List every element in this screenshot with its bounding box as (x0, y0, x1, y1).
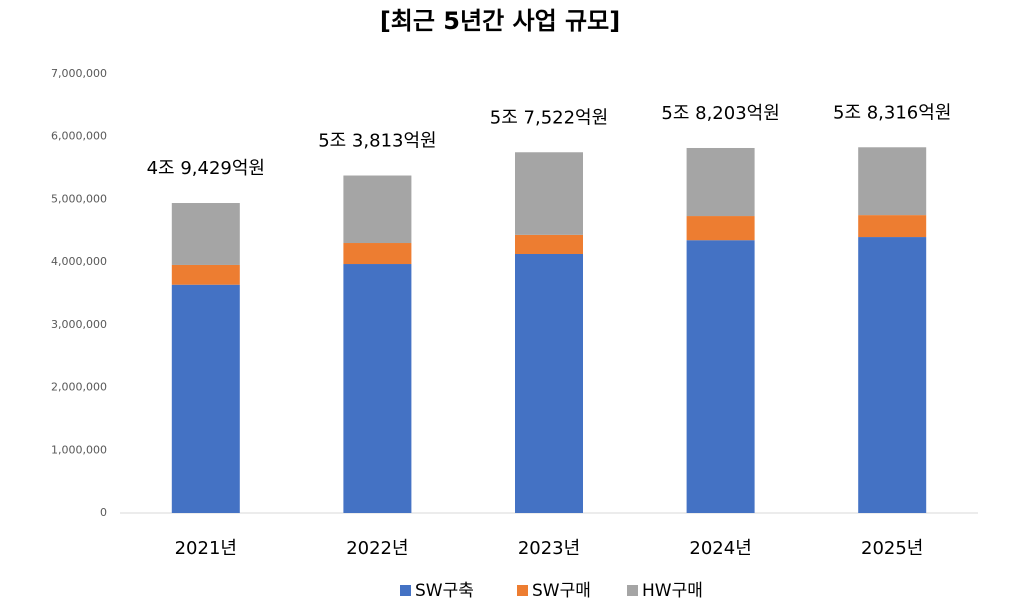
x-tick-label: 2024년 (689, 538, 751, 559)
y-tick-label: 5,000,000 (51, 192, 107, 205)
legend-swatch (627, 585, 638, 596)
legend-swatch (400, 585, 411, 596)
total-label: 5조 7,522억원 (490, 107, 608, 128)
y-tick-label: 6,000,000 (51, 130, 107, 143)
y-tick-label: 3,000,000 (51, 318, 107, 331)
bar-segment (343, 243, 412, 265)
bar-segment (343, 175, 412, 244)
bar-segment (515, 152, 583, 235)
bar-segment (686, 147, 755, 217)
bar-segment (686, 240, 755, 513)
legend-label: SW구축 (415, 581, 474, 601)
y-tick-label: 7,000,000 (51, 67, 107, 80)
bar-segment (515, 253, 583, 514)
bar-segment (858, 237, 927, 514)
chart-title: [최근 5년간 사업 규모] (380, 7, 620, 35)
bar-segment (858, 147, 927, 216)
bar-segment (686, 216, 755, 241)
x-tick-label: 2025년 (861, 538, 923, 559)
bar-segment (343, 264, 412, 513)
legend-label: SW구매 (532, 581, 591, 601)
bar-segment (171, 284, 240, 513)
legend-label: HW구매 (642, 581, 703, 601)
y-tick-label: 4,000,000 (51, 255, 107, 268)
total-label: 5조 8,203억원 (661, 103, 779, 124)
total-label: 5조 8,316억원 (833, 102, 951, 123)
total-label: 5조 3,813억원 (318, 131, 436, 152)
bar-segment (515, 234, 583, 254)
total-label: 4조 9,429억원 (147, 158, 265, 179)
x-tick-label: 2021년 (175, 538, 237, 559)
bar-segment (858, 215, 927, 238)
bar-segment (171, 264, 240, 285)
x-tick-label: 2022년 (346, 538, 408, 559)
y-tick-label: 2,000,000 (51, 381, 107, 394)
x-tick-label: 2023년 (518, 538, 580, 559)
y-tick-label: 1,000,000 (51, 443, 107, 456)
legend-swatch (517, 585, 528, 596)
y-tick-label: 0 (100, 506, 107, 519)
bar-segment (171, 203, 240, 265)
